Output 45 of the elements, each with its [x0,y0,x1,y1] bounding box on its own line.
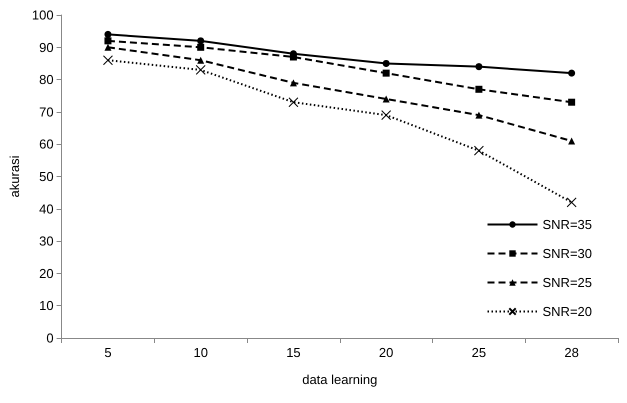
point [288,97,298,108]
point [104,37,112,44]
point [475,112,482,119]
point [196,64,206,75]
y-tick-label: 0 [46,330,54,346]
x-tick-label: 10 [193,345,208,360]
point [382,60,390,67]
point [197,44,204,51]
point [104,44,112,51]
point [381,110,392,120]
point [382,70,390,77]
legend-label: SNR=20 [542,304,592,319]
point [568,137,576,144]
point [566,197,577,208]
point [568,98,576,106]
point [102,55,113,66]
y-tick-label: 100 [32,8,54,22]
point [290,79,297,86]
x-tick-label: 25 [472,345,486,360]
y-tick-label: 70 [39,104,54,120]
legend-label: SNR=30 [542,246,592,261]
y-axis-title: akurasi [7,155,22,198]
x-tick-label: 20 [378,345,394,360]
y-tick-label: 80 [39,72,54,88]
point [568,70,576,77]
point [197,37,204,44]
y-tick-label: 10 [39,298,54,314]
y-tick-label: 40 [39,201,54,216]
y-tick-label: 60 [39,136,54,152]
point [475,63,482,70]
point [382,95,390,102]
y-tick-label: 20 [39,266,54,281]
point [475,86,482,93]
y-tick-label: 90 [39,40,54,55]
legend-label: SNR=35 [542,217,592,232]
x-axis-title: data learning [302,372,378,387]
x-tick-label: 15 [286,345,301,360]
y-tick-label: 30 [39,234,54,249]
point [104,30,112,38]
x-tick-label: 28 [564,345,579,360]
y-tick-label: 50 [39,169,54,184]
point [474,146,484,156]
x-tick-label: 5 [104,345,112,360]
legend-label: SNR=25 [542,275,592,290]
point [197,56,204,64]
